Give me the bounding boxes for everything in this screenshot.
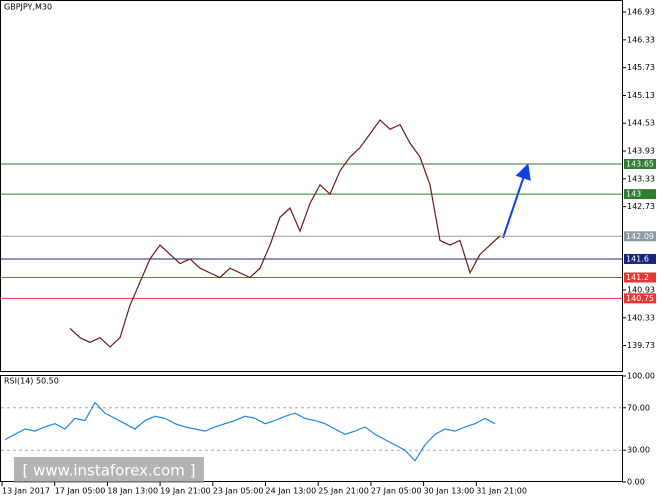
watermark: [ www.instaforex.com ] <box>23 462 196 480</box>
y-tick-label: 143.33 <box>627 174 655 183</box>
watermark-box <box>14 457 204 483</box>
x-tick-label: 27 Jan 05:00 <box>371 487 422 496</box>
x-tick-label: 23 Jan 05:00 <box>213 487 264 496</box>
x-tick-label: 19 Jan 21:00 <box>160 487 211 496</box>
y-tick-label: 30.00 <box>627 446 650 455</box>
level-label-box <box>624 158 656 169</box>
x-tick-label: 18 Jan 13:00 <box>107 487 158 496</box>
level-label: 143.65 <box>626 159 654 168</box>
forecast-arrow <box>502 163 531 239</box>
chart-title: GBPJPY,M30 <box>4 3 52 12</box>
x-tick-label: 30 Jan 13:00 <box>424 487 475 496</box>
y-tick-label: 0.00 <box>627 478 645 487</box>
x-tick-label: 25 Jan 21:00 <box>318 487 369 496</box>
level-label: 141.2 <box>626 273 649 282</box>
y-tick-label: 143.93 <box>627 147 655 156</box>
rsi-title: RSI(14) 50.50 <box>4 377 59 386</box>
level-label-box <box>624 231 656 242</box>
y-tick-label: 139.73 <box>627 341 655 350</box>
level-label: 140.75 <box>626 294 654 303</box>
y-tick-label: 100.00 <box>627 372 655 381</box>
y-tick-label: 142.73 <box>627 202 655 211</box>
level-label-box <box>624 189 656 200</box>
x-tick-label: 24 Jan 13:00 <box>266 487 317 496</box>
x-tick-label: 31 Jan 21:00 <box>476 487 527 496</box>
y-tick-label: 145.73 <box>627 63 655 72</box>
level-label: 143 <box>626 190 641 199</box>
y-tick-label: 70.00 <box>627 403 650 412</box>
x-tick-label: 13 Jan 2017 <box>2 487 50 496</box>
y-tick-label: 146.33 <box>627 35 655 44</box>
level-label-box <box>624 253 656 264</box>
level-label-box <box>624 293 656 304</box>
y-tick-label: 144.53 <box>627 119 655 128</box>
y-tick-label: 146.93 <box>627 8 655 17</box>
y-tick-label: 140.93 <box>627 286 655 295</box>
y-tick-label: 140.33 <box>627 313 655 322</box>
series-line <box>69 119 501 348</box>
price-pane <box>0 0 623 372</box>
x-tick-label: 17 Jan 05:00 <box>55 487 106 496</box>
series-line <box>4 401 496 462</box>
level-label: 142.09 <box>626 232 654 241</box>
y-tick-label: 145.13 <box>627 91 655 100</box>
level-label: 141.6 <box>626 254 649 263</box>
level-label-box <box>624 272 656 283</box>
